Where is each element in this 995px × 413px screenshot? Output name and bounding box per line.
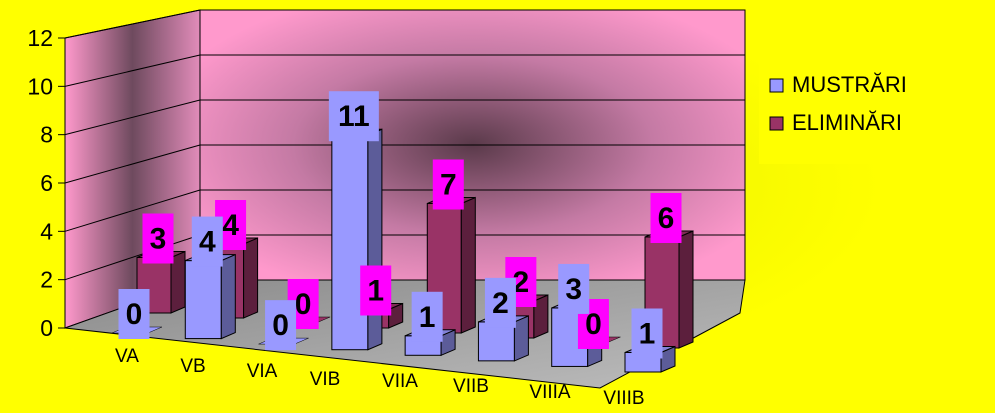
- data-label-text: 0: [126, 298, 143, 331]
- bar-front-face: [331, 134, 369, 351]
- y-tick-label: 4: [40, 218, 53, 244]
- legend-label: ELIMINĂRI: [792, 110, 902, 135]
- data-label-text: 2: [513, 266, 530, 299]
- x-axis-labels: VA VB VIA VIB VIIA VIIB VIIIA VIIIB: [115, 346, 645, 409]
- legend: MUSTRĂRI ELIMINĂRI: [759, 62, 981, 164]
- data-label-mustrari-va: 0: [118, 289, 150, 339]
- data-label-text: 2: [492, 287, 509, 320]
- data-label-mustrari-viib: 2: [484, 277, 516, 328]
- data-label-box: [265, 300, 297, 351]
- bar-front-face: [184, 260, 222, 340]
- bar-side-face: [513, 315, 529, 362]
- gridline-side: [64, 54, 201, 87]
- data-label-text: 0: [272, 309, 289, 342]
- x-tick-label: VIIB: [453, 376, 489, 397]
- data-label-text: 7: [440, 169, 457, 202]
- gridline-side: [64, 234, 201, 281]
- y-tick-label: 0: [40, 315, 53, 341]
- bar-side-face: [678, 230, 694, 349]
- y-tick-label: 6: [40, 170, 53, 196]
- legend-swatch: [769, 78, 784, 93]
- x-tick-label: VB: [180, 356, 205, 377]
- bar-side-face: [220, 253, 236, 340]
- data-label-box: [328, 91, 379, 142]
- data-label-text: 1: [639, 318, 656, 351]
- legend-box: [759, 62, 981, 164]
- data-label-text: 6: [658, 202, 675, 235]
- legend-swatch: [769, 116, 784, 131]
- bar-mustrari-vib: [331, 128, 383, 351]
- data-label-box: [360, 265, 392, 316]
- bar-side-face: [460, 196, 476, 334]
- data-label-box: [191, 216, 223, 267]
- gridline-side: [64, 9, 201, 39]
- data-label-text: 0: [295, 288, 312, 321]
- gridline-side: [64, 99, 201, 136]
- legend-label: MUSTRĂRI: [792, 72, 907, 97]
- data-label-box: [650, 193, 682, 243]
- x-tick-label: VIIIA: [529, 382, 571, 403]
- data-label-mustrari-vb: 4: [191, 216, 223, 267]
- data-label-eliminari-viiib: 6: [650, 193, 682, 243]
- data-label-text: 4: [222, 209, 239, 242]
- data-label-text: 4: [199, 226, 216, 259]
- data-label-mustrari-viiib: 1: [631, 308, 663, 359]
- y-tick-label: 8: [40, 122, 53, 148]
- data-label-text: 11: [338, 100, 370, 133]
- x-tick-label: VA: [115, 346, 139, 367]
- y-tick-label: 10: [27, 73, 53, 99]
- data-label-eliminari-viia: 7: [432, 159, 464, 210]
- data-label-mustrari-viiia: 3: [558, 263, 590, 314]
- data-label-box: [411, 291, 443, 342]
- data-label-mustrari-viia: 1: [411, 291, 443, 342]
- bar-side-face: [367, 128, 383, 351]
- x-tick-label: VIB: [310, 369, 341, 390]
- data-label-text: 1: [419, 301, 436, 334]
- y-tick-label: 12: [27, 25, 53, 51]
- y-tick-label: 2: [40, 267, 53, 293]
- data-label-box: [432, 159, 464, 210]
- gridline-side: [64, 189, 201, 232]
- data-label-mustrari-via: 0: [265, 300, 297, 351]
- data-label-text: 3: [565, 273, 582, 306]
- data-label-text: 3: [150, 223, 167, 256]
- data-label-text: 0: [585, 308, 602, 341]
- data-label-box: [484, 277, 516, 328]
- data-label-mustrari-vib: 11: [328, 91, 379, 142]
- data-label-box: [558, 263, 590, 314]
- data-label-box: [142, 213, 174, 264]
- x-tick-label: VIIIB: [603, 388, 644, 409]
- data-label-text: 1: [367, 275, 384, 308]
- gridline-side: [64, 144, 201, 184]
- x-tick-label: VIIA: [382, 371, 418, 392]
- data-label-box: [118, 289, 150, 339]
- data-label-eliminari-vib: 1: [360, 265, 392, 316]
- data-label-box: [631, 308, 663, 359]
- data-label-eliminari-va: 3: [142, 213, 174, 264]
- x-tick-label: VIA: [247, 361, 278, 382]
- bar-mustrari-vb: [184, 253, 236, 340]
